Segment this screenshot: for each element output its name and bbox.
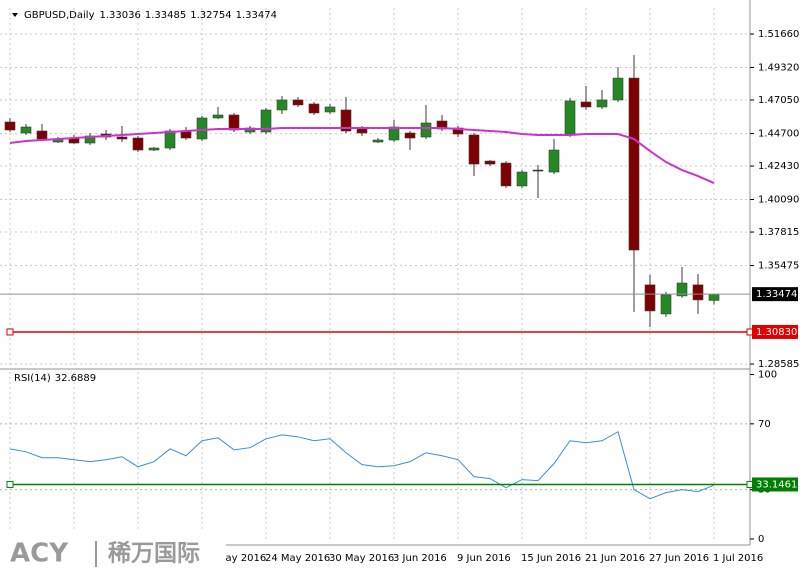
candle-body [548,149,560,173]
header-low: 1.32754 [190,10,231,21]
price-label-box [752,287,798,302]
y-tick-label: 1.40090 [758,195,799,206]
candle-body [308,103,320,114]
candle-body [708,293,720,301]
candle-body [324,106,336,113]
chart-header: GBPUSD,Daily 1.33036 1.33485 1.32754 1.33474 [24,10,277,21]
candle-body [244,127,256,133]
indicator-value: 32.6889 [55,373,96,384]
candle-body [516,171,528,187]
indicator-line [9,430,715,500]
price-label-box [752,477,798,492]
y-tick-label: 1.28585 [758,359,799,370]
candle-body [468,134,480,165]
menu-arrow[interactable] [12,13,18,17]
watermark: ACY 稀万国际 [0,530,226,577]
candle-body [628,77,640,251]
candle-body [596,99,608,108]
candle-body [404,132,416,139]
candle-body [484,160,496,165]
candle-body [148,147,160,151]
candle-body [292,99,304,106]
candle-body [340,109,352,132]
candle-body [20,126,32,134]
y-tick-label: 0 [758,534,764,545]
x-tick-label: 9 Jun 2016 [457,553,511,564]
candle-body [612,77,624,101]
candle-body [132,137,144,151]
y-tick-label: 70 [758,419,771,430]
candle-body [276,99,288,111]
y-tick-label: 1.47050 [758,95,799,106]
x-tick-label: 1 Jul 2016 [713,553,763,564]
watermark-brand: ACY [10,539,69,569]
price-label-box [752,324,798,339]
price-label: 1.33474 [756,289,797,300]
h-line-anchor [6,480,14,488]
indicator-name: RSI(14) [14,373,51,384]
y-tick-label: 1.49320 [758,62,799,73]
header-close: 1.33474 [236,10,277,21]
candle-body [388,126,400,141]
watermark-bg [0,530,226,577]
moving-average [9,127,715,184]
candle-body [500,162,512,187]
price-label: 33.1461 [756,479,797,490]
symbol: GBPUSD,Daily [24,10,95,21]
header-high: 1.33485 [145,10,186,21]
y-tick-label: 100 [758,369,777,380]
candle-body [212,114,224,119]
candle-body [372,139,384,143]
watermark-name: 稀万国际 [108,540,200,567]
x-tick-label: 24 May 2016 [265,553,330,564]
candle-body [644,284,656,312]
candle-body [660,294,672,315]
y-tick-label: 1.37815 [758,227,799,238]
candle-body [676,282,688,297]
candle-body [196,117,208,140]
price-label: 1.30830 [756,327,797,338]
y-tick-label: 1.44700 [758,129,799,140]
candle-body [532,169,544,172]
candle-body [164,130,176,149]
candle-body [260,109,272,133]
header-open: 1.33036 [100,10,141,21]
candle-body [692,284,704,301]
x-tick-label: 30 May 2016 [329,553,394,564]
candle-body [228,114,240,131]
candle-body [356,128,368,134]
x-tick-label: 18 May 2016 [201,553,266,564]
candle-body [580,101,592,108]
candle-body [564,100,576,135]
candle-body [36,130,48,140]
h-line-anchor [6,328,14,336]
x-tick-label: 3 Jun 2016 [393,553,447,564]
candle-body [4,121,16,131]
x-tick-label: 27 Jun 2016 [649,553,709,564]
y-tick-label: 1.42430 [758,161,799,172]
candle-body [420,122,432,138]
indicator-header: RSI(14) 32.6889 [14,373,96,384]
y-tick-label: 1.35475 [758,261,799,272]
y-tick-label: 1.51660 [758,29,799,40]
x-tick-label: 21 Jun 2016 [585,553,645,564]
x-tick-label: 15 Jun 2016 [521,553,581,564]
candle-body [116,136,128,140]
